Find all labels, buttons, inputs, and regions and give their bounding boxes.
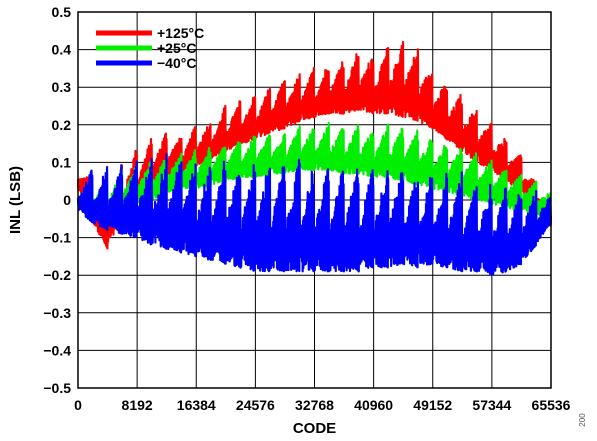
x-tick-label: 40960	[354, 397, 393, 413]
y-tick-label: −0.1	[43, 230, 71, 246]
y-tick-label: 0	[63, 192, 71, 208]
y-tick-label: 0.5	[52, 4, 72, 20]
x-tick-label: 65536	[532, 397, 571, 413]
y-tick-label: 0.1	[52, 154, 72, 170]
series-line	[76, 40, 553, 250]
series-0	[76, 40, 553, 250]
series-line	[76, 153, 553, 276]
series-2	[76, 153, 553, 276]
legend: +125°C+25°C−40°C	[96, 25, 204, 71]
y-tick-labels: −0.5 −0.4 −0.3 −0.2 −0.1 0 0.1 0.2 0.3 0.4 0.5	[43, 4, 71, 396]
x-tick-label: 16384	[177, 397, 216, 413]
y-tick-label: −0.2	[43, 267, 71, 283]
y-tick-label: −0.3	[43, 305, 71, 321]
x-tick-label: 32768	[295, 397, 334, 413]
plot-frame	[77, 11, 552, 389]
x-axis-label: CODE	[293, 420, 336, 437]
legend-label: −40°C	[157, 55, 196, 71]
y-tick-label: 0.2	[52, 117, 72, 133]
x-tick-labels: 0 8192 16384 24576 32768 40960 49152 57344 65536	[74, 397, 571, 413]
y-tick-label: 0.4	[52, 42, 72, 58]
figure-id: 200	[578, 413, 587, 427]
x-tick-label: 0	[74, 397, 82, 413]
y-axis-label: INL (LSB)	[7, 166, 24, 234]
x-tick-label: 57344	[472, 397, 511, 413]
y-tick-label: −0.4	[43, 342, 71, 358]
x-tick-label: 8192	[122, 397, 153, 413]
y-tick-label: 0.3	[52, 79, 72, 95]
series-1	[76, 121, 553, 220]
x-tick-label: 24576	[236, 397, 275, 413]
series-line	[76, 121, 553, 220]
legend-label: +25°C	[157, 40, 196, 56]
series-layer	[76, 40, 553, 276]
y-tick-label: −0.5	[43, 380, 71, 396]
x-tick-label: 49152	[413, 397, 452, 413]
legend-label: +125°C	[157, 25, 204, 41]
